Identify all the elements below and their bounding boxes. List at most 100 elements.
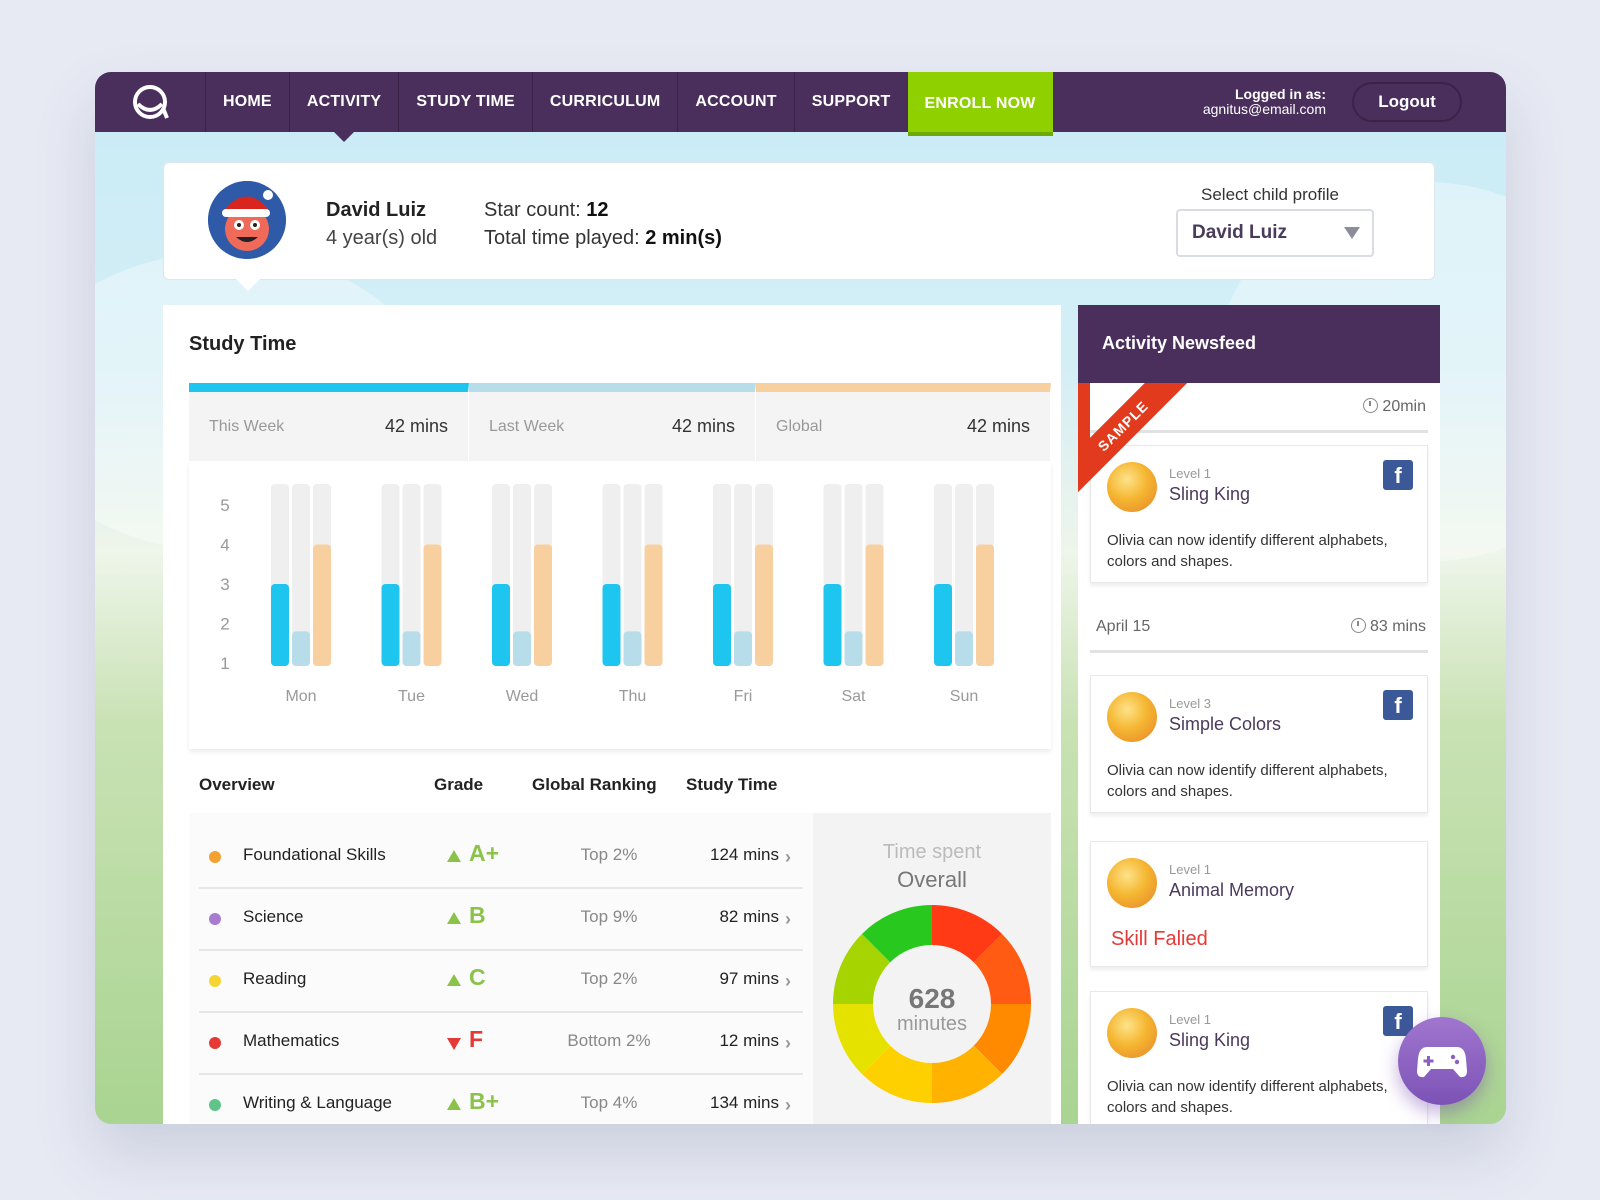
star-count: Star count: 12 [484,199,609,222]
enroll-now-button[interactable]: ENROLL NOW [907,72,1053,136]
feed-card[interactable]: Level 1 Sling King f Olivia can now iden… [1090,445,1428,583]
donut-label-top: Time spent [882,841,982,863]
bar-global[interactable] [644,544,663,667]
nav-account[interactable]: ACCOUNT [677,72,793,132]
grade: B [469,902,486,928]
bar-last-week[interactable] [292,631,310,666]
tab-last-week[interactable]: Last Week 42 mins [469,383,756,461]
feed-card[interactable]: Level 1 Sling King f Olivia can now iden… [1090,991,1428,1124]
bar-global[interactable] [755,544,773,667]
top-nav: HOME ACTIVITY STUDY TIME CURRICULUM ACCO… [95,72,1506,142]
bar-last-week[interactable] [623,631,642,666]
time-played-value: 2 min(s) [645,227,722,249]
bar-last-week[interactable] [734,631,752,666]
card-description: Olivia can now identify different alphab… [1107,532,1388,570]
tab-value: 42 mins [966,416,1030,436]
game-icon [1107,858,1157,908]
feed-time-value: 20min [1382,398,1426,415]
child-avatar [208,181,286,259]
study-minutes: 124 mins [710,845,779,864]
bar-last-week[interactable] [955,631,973,666]
tab-value: 42 mins [671,416,735,436]
tab-label: Last Week [489,417,565,435]
game-icon [1107,1008,1157,1058]
game-level: Level 3 [1169,696,1211,711]
study-minutes: 82 mins [719,907,779,926]
table-row[interactable]: Mathematics F Bottom 2% 12 mins › [199,1011,803,1075]
category-dot [209,851,221,863]
nav-home[interactable]: HOME [205,72,289,132]
category-dot [209,913,221,925]
global-ranking: Bottom 2% [567,1031,651,1050]
bar-global[interactable] [313,544,331,667]
chevron-right-icon[interactable]: › [785,1033,791,1053]
study-time-panel: Study Time This Week 42 mins Last Week 4… [163,305,1061,1124]
table-row[interactable]: Science B Top 9% 82 mins › [199,887,803,951]
donut-chart-svg [833,905,1031,1103]
game-level: Level 1 [1169,1012,1211,1027]
feed-card[interactable]: Level 1 Animal Memory Skill Falied [1090,841,1428,967]
x-tick-label: Tue [398,688,425,705]
trend-up-icon [447,974,461,986]
card-description: Olivia can now identify different alphab… [1107,1078,1388,1116]
bar-global[interactable] [976,544,994,667]
nav-curriculum[interactable]: CURRICULUM [531,72,677,132]
facebook-share-icon[interactable]: f [1383,460,1413,490]
tab-this-week[interactable]: This Week 42 mins [189,383,469,461]
bar-global[interactable] [865,544,884,667]
child-profile-select[interactable]: David Luiz [1176,209,1374,257]
bar-global[interactable] [423,544,442,667]
chevron-right-icon[interactable]: › [785,971,791,991]
feed-card[interactable]: Level 3 Simple Colors f Olivia can now i… [1090,675,1428,813]
bar-last-week[interactable] [513,631,531,666]
y-tick-label: 3 [220,575,229,594]
table-row[interactable]: Writing & Language B+ Top 4% 134 mins › [199,1073,803,1124]
trend-down-icon [447,1038,461,1050]
bar-this-week[interactable] [381,584,400,666]
nav-activity[interactable]: ACTIVITY [288,72,399,142]
dropdown-caret-icon [1344,227,1360,239]
bar-last-week[interactable] [844,631,863,666]
time-played-label: Total time played: [484,227,646,249]
donut-total: 628 [908,983,956,1014]
x-tick-label: Fri [734,688,753,705]
chevron-right-icon[interactable]: › [785,909,791,929]
game-name: Animal Memory [1169,880,1295,900]
bar-this-week[interactable] [492,584,510,666]
x-tick-label: Thu [619,688,647,705]
table-row[interactable]: Reading C Top 2% 97 mins › [199,949,803,1013]
trend-up-icon [447,850,461,862]
bar-this-week[interactable] [713,584,731,666]
sample-label: SAMPLE [1078,383,1188,493]
bar-this-week[interactable] [271,584,289,666]
bar-track [513,484,531,666]
logout-button[interactable]: Logout [1352,82,1462,122]
bar-this-week[interactable] [934,584,952,666]
chevron-right-icon[interactable]: › [785,1095,791,1115]
chevron-right-icon[interactable]: › [785,847,791,867]
category-dot [209,1099,221,1111]
tab-global[interactable]: Global 42 mins [756,383,1051,461]
trend-up-icon [447,1098,461,1110]
feed-date-row: 20min [1090,383,1428,433]
tab-label: This Week [209,417,285,435]
trend-up-icon [447,912,461,924]
nav-support[interactable]: SUPPORT [793,72,908,132]
x-tick-label: Sun [950,688,978,705]
bar-this-week[interactable] [823,584,842,666]
grade: B+ [469,1088,500,1114]
global-ranking: Top 9% [580,907,638,926]
bar-last-week[interactable] [402,631,421,666]
table-row[interactable]: Foundational Skills A+ Top 2% 124 mins › [199,825,803,889]
overview-header: Overview [199,775,275,794]
facebook-share-icon[interactable]: f [1383,690,1413,720]
agnitus-logo[interactable] [95,72,205,132]
bar-this-week[interactable] [602,584,621,666]
bar-track [292,484,310,666]
clock-icon [1350,618,1366,633]
game-controller-button[interactable] [1398,1017,1486,1105]
game-level: Level 1 [1169,466,1211,481]
game-name: Sling King [1169,1030,1251,1050]
bar-global[interactable] [534,544,552,667]
nav-study-time[interactable]: STUDY TIME [398,72,532,132]
